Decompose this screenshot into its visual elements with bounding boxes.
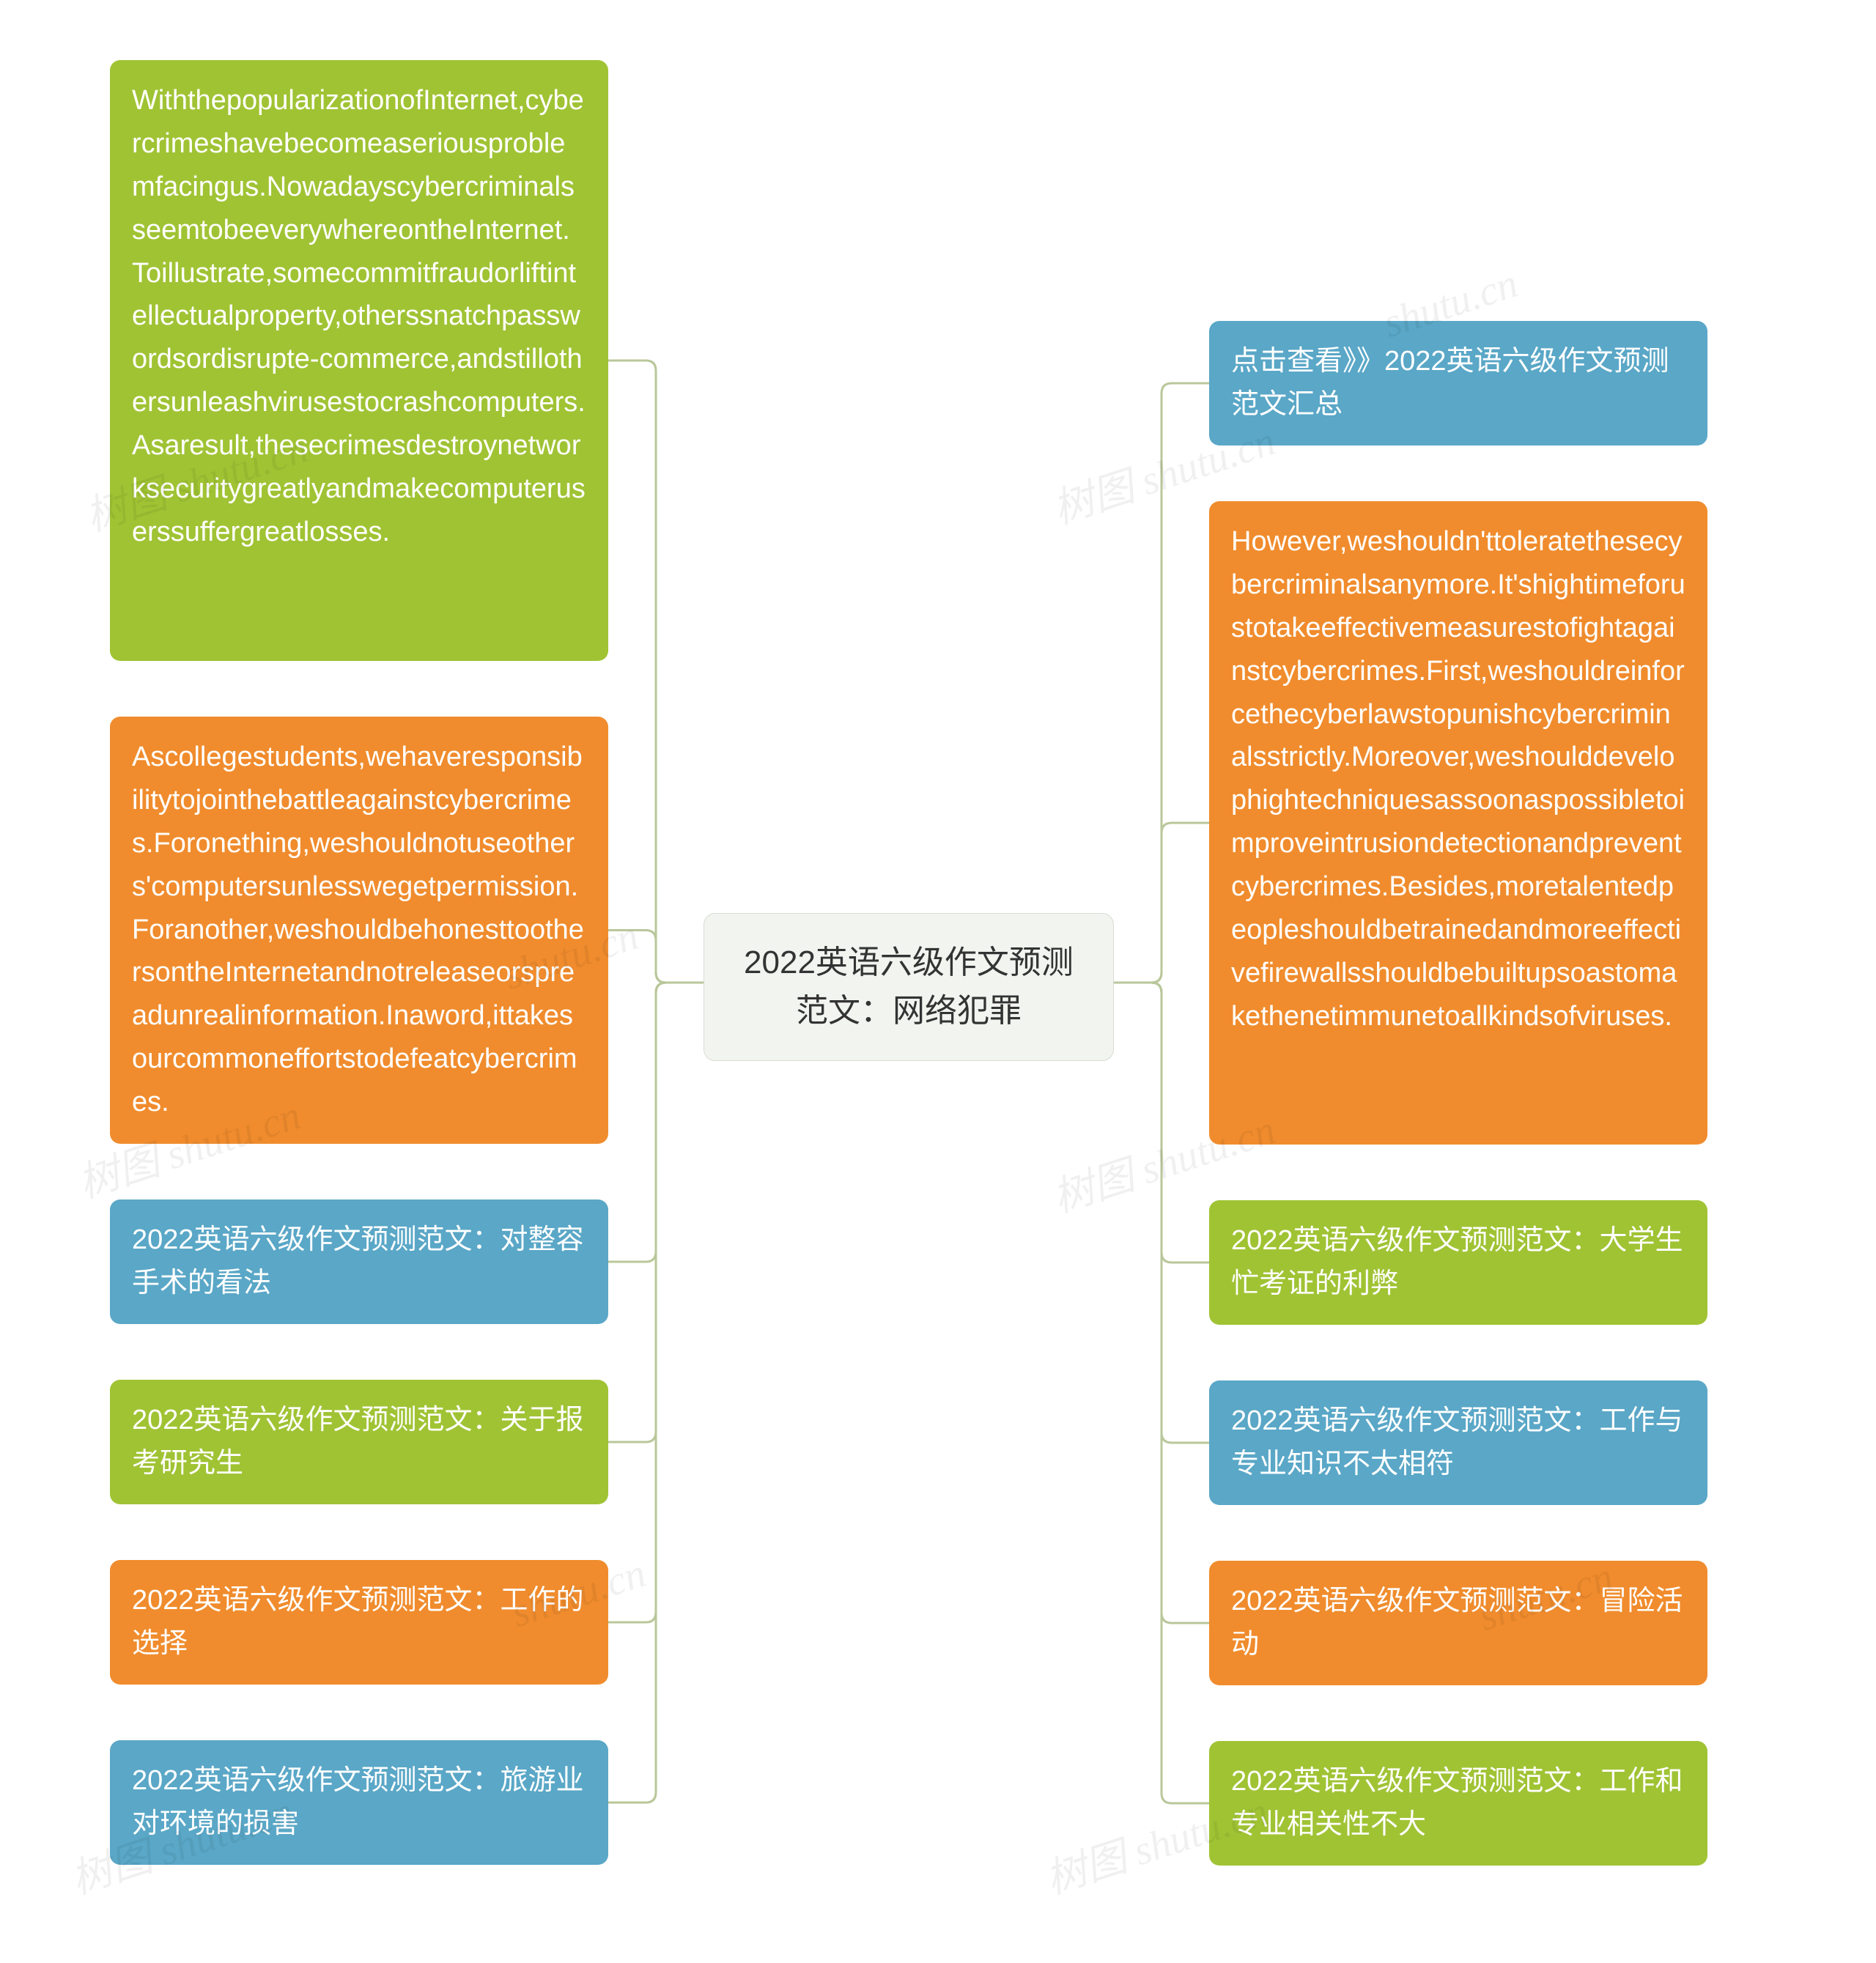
right-node-r5: 2022英语六级作文预测范文：冒险活动	[1209, 1561, 1707, 1685]
right-node-r1: 点击查看》》2022英语六级作文预测范文汇总	[1209, 321, 1707, 446]
right-node-r4: 2022英语六级作文预测范文：工作与专业知识不太相符	[1209, 1380, 1707, 1505]
right-node-r6: 2022英语六级作文预测范文：工作和专业相关性不大	[1209, 1741, 1707, 1866]
connector-right-r6	[1114, 983, 1209, 1803]
connector-left-l5	[608, 983, 704, 1622]
left-node-l2: Ascollegestudents,wehaveresponsibilityto…	[110, 717, 608, 1144]
connector-right-r4	[1114, 983, 1209, 1443]
connector-right-r1	[1114, 383, 1209, 983]
connector-left-l3	[608, 983, 704, 1262]
connector-left-l4	[608, 983, 704, 1442]
left-node-l3: 2022英语六级作文预测范文：对整容手术的看法	[110, 1199, 608, 1324]
left-node-l5: 2022英语六级作文预测范文：工作的选择	[110, 1560, 608, 1685]
connector-left-l2	[608, 931, 704, 983]
connector-left-l6	[608, 983, 704, 1803]
left-node-l4: 2022英语六级作文预测范文：关于报考研究生	[110, 1380, 608, 1504]
connector-right-r3	[1114, 983, 1209, 1263]
right-node-r2: However,weshouldn'ttoleratethesecybercri…	[1209, 501, 1707, 1145]
left-node-l1: WiththepopularizationofInternet,cybercri…	[110, 60, 608, 661]
left-node-l6: 2022英语六级作文预测范文：旅游业对环境的损害	[110, 1740, 608, 1865]
connector-right-r5	[1114, 983, 1209, 1623]
connector-right-r2	[1114, 823, 1209, 983]
connector-left-l1	[608, 361, 704, 983]
mindmap-canvas: 2022英语六级作文预测范文：网络犯罪 Withthepopularizatio…	[0, 0, 1876, 1963]
right-node-r3: 2022英语六级作文预测范文：大学生忙考证的利弊	[1209, 1200, 1707, 1325]
center-node: 2022英语六级作文预测范文：网络犯罪	[704, 913, 1114, 1061]
